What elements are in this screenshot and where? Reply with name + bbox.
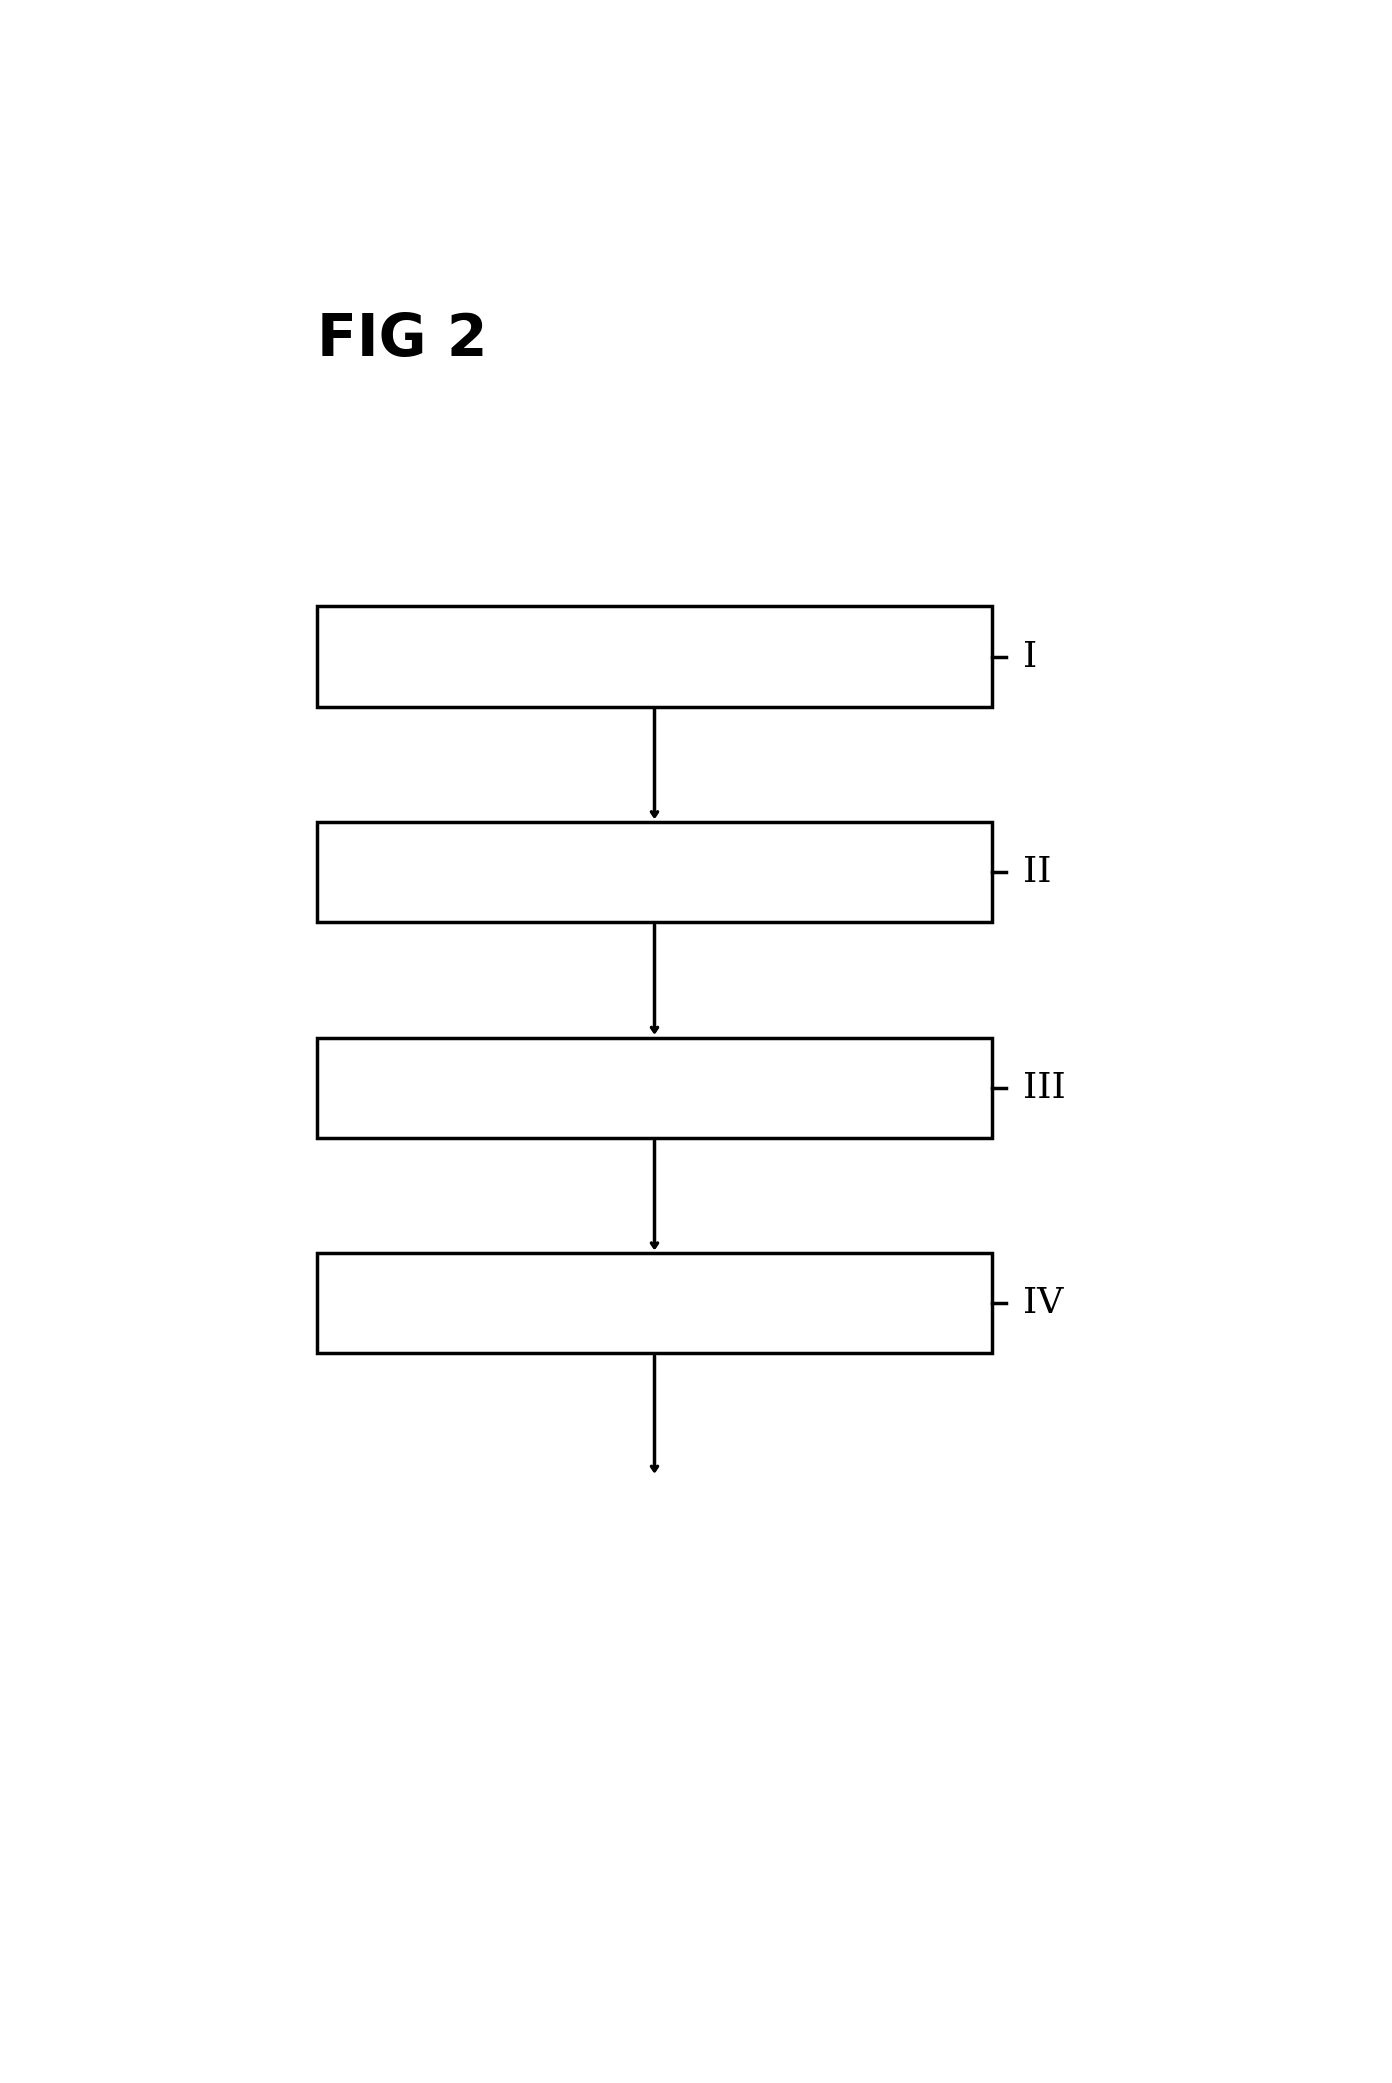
Text: I: I [1023,639,1037,673]
Text: III: III [1023,1071,1065,1104]
Text: IV: IV [1023,1287,1063,1321]
Text: II: II [1023,856,1051,889]
Bar [317,823,991,923]
Bar [317,606,991,706]
Bar [317,1254,991,1354]
Bar [317,1037,991,1137]
Text: FIG 2: FIG 2 [317,310,487,369]
